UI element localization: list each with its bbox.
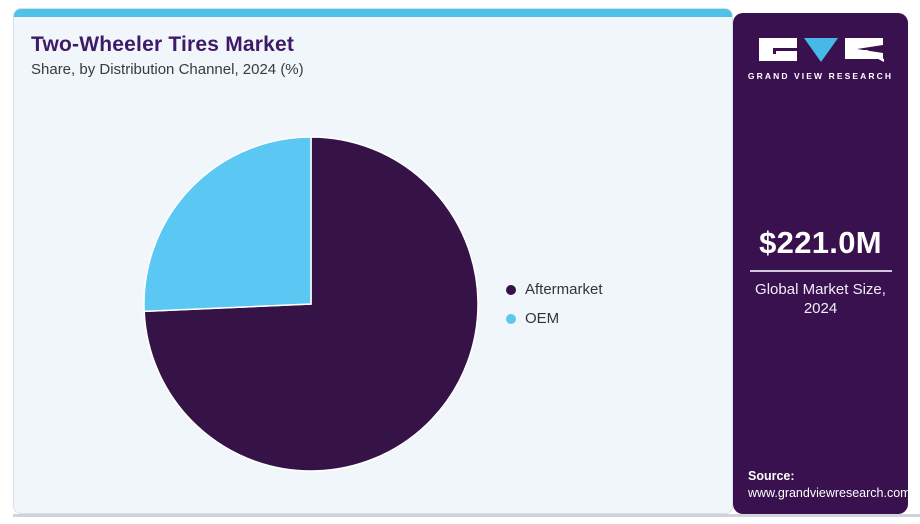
source-label: Source: [748,469,795,483]
metric-divider [749,270,892,272]
logo-letter-r [844,38,884,62]
brand-logo-block: GRAND VIEW RESEARCH [733,37,908,81]
card-top-accent-bar [14,9,732,17]
pie-slice-oem [143,136,312,313]
pie-chart [143,136,479,472]
bottom-accent-strip [13,514,920,517]
metric-value: $221.0M [759,225,882,260]
chart-legend: Aftermarket OEM [506,281,603,339]
legend-item-oem: OEM [506,310,603,327]
pie-chart-container [142,135,480,473]
logo-letter-g [758,38,797,61]
legend-dot-aftermarket [506,284,516,295]
source-url: www.grandviewresearch.com [748,486,911,500]
sidebar: GRAND VIEW RESEARCH $221.0M Global Marke… [733,13,911,514]
market-size-metric: $221.0M Global Market Size, 2024 [733,225,908,318]
legend-label-oem: OEM [525,310,560,327]
brand-name: GRAND VIEW RESEARCH [747,71,894,81]
legend-label-aftermarket: Aftermarket [525,281,603,298]
legend-item-aftermarket: Aftermarket [506,281,603,298]
metric-label-line2: 2024 [803,300,838,317]
metric-label-line1: Global Market Size, [755,281,886,298]
page-title: Two-Wheeler Tires Market [31,33,295,56]
chart-card: Two-Wheeler Tires Market Share, by Distr… [13,8,733,514]
legend-dot-oem [506,313,516,324]
page-subtitle: Share, by Distribution Channel, 2024 (%) [31,61,304,78]
card-header: Two-Wheeler Tires Market Share, by Distr… [31,33,304,79]
logo-letter-v [803,38,838,62]
source-block: Source: www.grandviewresearch.com [748,468,911,501]
gvr-logo-icon [758,38,884,62]
